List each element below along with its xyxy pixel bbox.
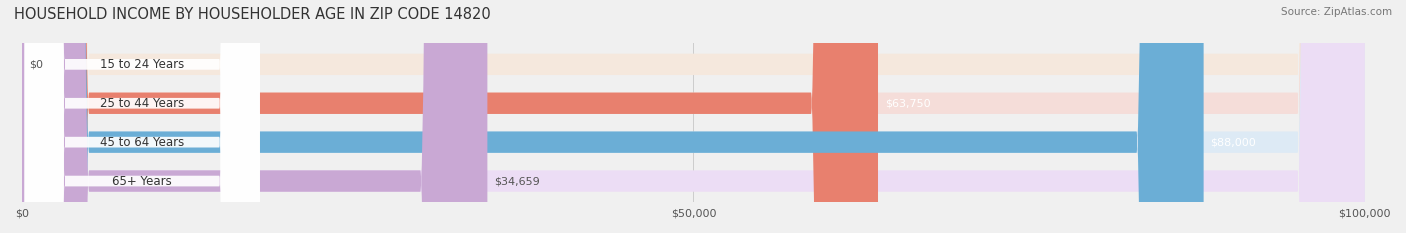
FancyBboxPatch shape [25,0,260,233]
FancyBboxPatch shape [22,0,1365,233]
Text: 25 to 44 Years: 25 to 44 Years [100,97,184,110]
Text: $34,659: $34,659 [494,176,540,186]
Text: HOUSEHOLD INCOME BY HOUSEHOLDER AGE IN ZIP CODE 14820: HOUSEHOLD INCOME BY HOUSEHOLDER AGE IN Z… [14,7,491,22]
Text: $88,000: $88,000 [1211,137,1256,147]
Text: 15 to 24 Years: 15 to 24 Years [100,58,184,71]
Text: $0: $0 [28,59,42,69]
FancyBboxPatch shape [22,0,1365,233]
FancyBboxPatch shape [22,0,1365,233]
FancyBboxPatch shape [25,0,260,233]
FancyBboxPatch shape [22,0,1204,233]
Text: 65+ Years: 65+ Years [112,175,172,188]
FancyBboxPatch shape [22,0,1365,233]
FancyBboxPatch shape [22,0,877,233]
FancyBboxPatch shape [22,0,488,233]
Text: $63,750: $63,750 [884,98,931,108]
Text: 45 to 64 Years: 45 to 64 Years [100,136,184,149]
Text: Source: ZipAtlas.com: Source: ZipAtlas.com [1281,7,1392,17]
FancyBboxPatch shape [25,0,260,233]
FancyBboxPatch shape [25,0,260,233]
